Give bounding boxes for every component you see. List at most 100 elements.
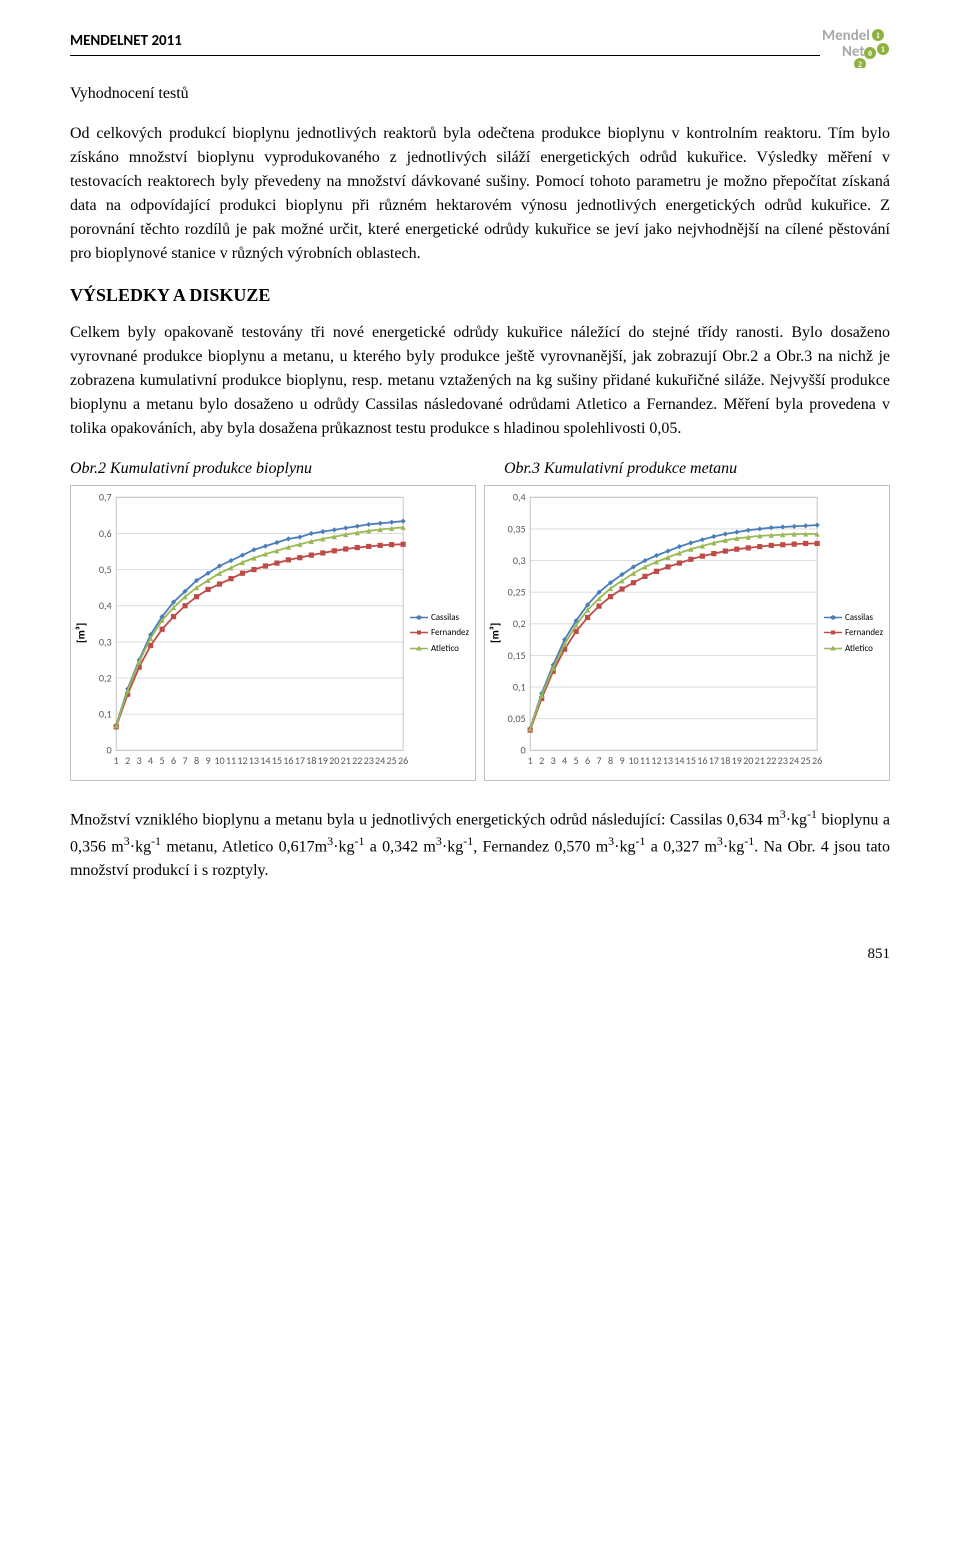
svg-text:6: 6	[585, 754, 590, 767]
fig2-caption: Obr.2 Kumulativní produkce bioplynu	[70, 457, 480, 481]
svg-text:7: 7	[182, 754, 187, 767]
svg-text:0,7: 0,7	[99, 491, 112, 504]
svg-text:19: 19	[318, 754, 328, 767]
svg-text:1: 1	[528, 754, 533, 767]
svg-text:0,2: 0,2	[513, 617, 526, 630]
chart-biogas-svg: 00,10,20,30,40,50,60,7123456789101112131…	[71, 486, 410, 780]
legend-item: Cassilas	[824, 611, 883, 625]
svg-text:0,2: 0,2	[99, 671, 112, 684]
svg-text:10: 10	[628, 754, 638, 767]
svg-text:19: 19	[732, 754, 742, 767]
svg-text:5: 5	[574, 754, 579, 767]
svg-text:9: 9	[619, 754, 624, 767]
svg-text:12: 12	[237, 754, 247, 767]
svg-text:23: 23	[778, 754, 788, 767]
chart-methane-legend: CassilasFernandez Atletico	[824, 486, 889, 780]
svg-text:17: 17	[295, 754, 305, 767]
svg-text:25: 25	[387, 754, 397, 767]
svg-text:15: 15	[686, 754, 696, 767]
svg-text:[m³]: [m³]	[75, 623, 89, 643]
svg-text:23: 23	[364, 754, 374, 767]
svg-text:18: 18	[720, 754, 730, 767]
charts-row: 00,10,20,30,40,50,60,7123456789101112131…	[70, 485, 890, 781]
svg-text:0,4: 0,4	[99, 599, 112, 612]
svg-text:22: 22	[352, 754, 362, 767]
svg-text:16: 16	[697, 754, 707, 767]
paragraph-1: Od celkových produkcí bioplynu jednotliv…	[70, 122, 890, 266]
svg-text:3: 3	[551, 754, 556, 767]
svg-text:0,15: 0,15	[508, 649, 526, 662]
svg-text:13: 13	[663, 754, 673, 767]
svg-text:0,25: 0,25	[508, 586, 526, 599]
svg-text:22: 22	[766, 754, 776, 767]
fig3-caption: Obr.3 Kumulativní produkce metanu	[504, 457, 737, 481]
svg-text:2: 2	[858, 60, 862, 68]
svg-text:3: 3	[137, 754, 142, 767]
svg-text:0,3: 0,3	[513, 554, 526, 567]
chart-biogas: 00,10,20,30,40,50,60,7123456789101112131…	[70, 485, 476, 781]
svg-text:2: 2	[125, 754, 130, 767]
paragraph-2: Celkem byly opakovaně testovány tři nové…	[70, 321, 890, 441]
svg-text:5: 5	[160, 754, 165, 767]
svg-text:0,1: 0,1	[513, 680, 526, 693]
svg-text:0,35: 0,35	[508, 522, 526, 535]
svg-text:1: 1	[876, 31, 880, 40]
svg-text:14: 14	[674, 754, 684, 767]
svg-text:24: 24	[789, 754, 799, 767]
svg-text:0,5: 0,5	[99, 563, 112, 576]
svg-text:0,4: 0,4	[513, 491, 526, 504]
svg-text:12: 12	[651, 754, 661, 767]
svg-text:0,05: 0,05	[508, 712, 526, 725]
svg-text:15: 15	[272, 754, 282, 767]
svg-text:11: 11	[226, 754, 236, 767]
logo: Mendel Net 1 1 0 2	[820, 26, 890, 76]
svg-text:20: 20	[329, 754, 339, 767]
svg-text:[m³]: [m³]	[489, 623, 503, 643]
svg-text:0: 0	[107, 744, 112, 757]
svg-text:6: 6	[171, 754, 176, 767]
svg-text:20: 20	[743, 754, 753, 767]
legend-item: Atletico	[824, 642, 883, 656]
svg-text:0,6: 0,6	[99, 527, 112, 540]
chart-methane: 00,050,10,150,20,250,30,350,412345678910…	[484, 485, 890, 781]
page-header: MENDELNET 2011 Mendel Net 1 1 0 2	[70, 30, 890, 76]
chart-biogas-legend: CassilasFernandez Atletico	[410, 486, 475, 780]
svg-text:25: 25	[801, 754, 811, 767]
legend-item: Atletico	[410, 642, 469, 656]
svg-text:8: 8	[608, 754, 613, 767]
page-number: 851	[70, 943, 890, 966]
paragraph-3: Množství vzniklého bioplynu a metanu byl…	[70, 805, 890, 884]
svg-text:0: 0	[521, 744, 526, 757]
svg-text:26: 26	[398, 754, 408, 767]
svg-text:21: 21	[341, 754, 351, 767]
svg-text:16: 16	[283, 754, 293, 767]
chart-methane-svg: 00,050,10,150,20,250,30,350,412345678910…	[485, 486, 824, 780]
legend-item: Cassilas	[410, 611, 469, 625]
figure-captions-row: Obr.2 Kumulativní produkce bioplynu Obr.…	[70, 457, 890, 481]
svg-text:14: 14	[260, 754, 270, 767]
svg-text:21: 21	[755, 754, 765, 767]
svg-text:0: 0	[868, 49, 872, 58]
svg-text:1: 1	[114, 754, 119, 767]
legend-item: Fernandez	[410, 626, 469, 640]
svg-text:4: 4	[562, 754, 567, 767]
svg-text:17: 17	[709, 754, 719, 767]
svg-text:9: 9	[205, 754, 210, 767]
svg-text:0,1: 0,1	[99, 708, 112, 721]
svg-text:0,3: 0,3	[99, 635, 112, 648]
svg-text:8: 8	[194, 754, 199, 767]
legend-item: Fernandez	[824, 626, 883, 640]
svg-text:24: 24	[375, 754, 385, 767]
svg-text:2: 2	[539, 754, 544, 767]
svg-text:4: 4	[148, 754, 153, 767]
section-subtitle: Vyhodnocení testů	[70, 82, 890, 106]
svg-text:1: 1	[881, 45, 885, 54]
svg-text:11: 11	[640, 754, 650, 767]
svg-text:10: 10	[214, 754, 224, 767]
heading-results: VÝSLEDKY A DISKUZE	[70, 282, 890, 309]
svg-text:26: 26	[812, 754, 822, 767]
svg-text:7: 7	[596, 754, 601, 767]
svg-text:18: 18	[306, 754, 316, 767]
running-head: MENDELNET 2011	[70, 30, 820, 56]
svg-text:13: 13	[249, 754, 259, 767]
